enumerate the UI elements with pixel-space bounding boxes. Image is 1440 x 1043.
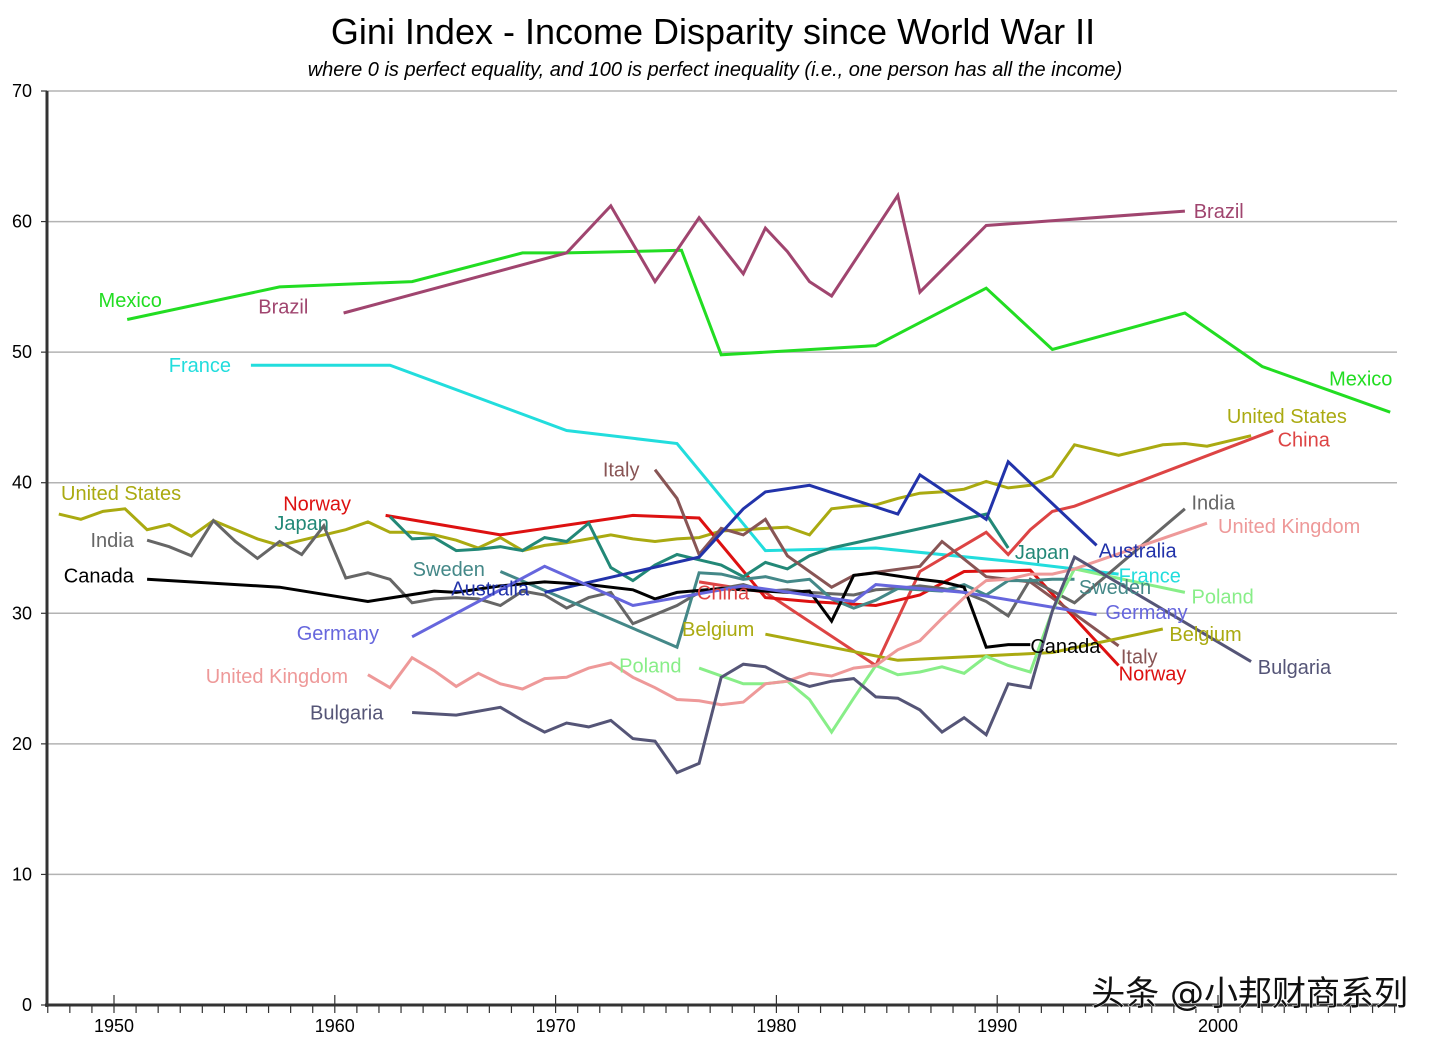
series-label-united-kingdom: United Kingdom (206, 666, 348, 688)
x-axis: 1950 1960 1970 1980 1990 2000 (45, 995, 1397, 1036)
series-label-germany: Germany (297, 623, 379, 645)
y-tick-label: 30 (12, 603, 32, 623)
series-line-australia (544, 459, 1098, 594)
y-tick-label: 20 (12, 734, 32, 754)
series-line-mexico (126, 248, 1391, 414)
y-tick-label: 10 (12, 864, 32, 884)
series-label-china: China (697, 582, 750, 604)
series-label-france: France (1119, 565, 1181, 587)
y-axis: 0 10 20 30 40 50 60 70 (12, 81, 49, 1015)
gridlines (47, 90, 1397, 876)
series-line-sweden (499, 570, 1075, 650)
series-label-india: India (1192, 492, 1236, 514)
series-label-sweden: Sweden (1079, 577, 1151, 599)
series-label-canada: Canada (1030, 636, 1101, 658)
x-tick-label: 1990 (977, 1016, 1017, 1036)
series-line-italy (653, 468, 1120, 648)
x-tick-label: 1950 (94, 1016, 134, 1036)
chart-title: Gini Index - Income Disparity since Worl… (331, 11, 1095, 52)
series-label-united-states: United States (61, 483, 181, 505)
x-tick-label: 1970 (536, 1016, 576, 1036)
series-label-poland: Poland (619, 656, 681, 678)
series-label-india: India (90, 530, 134, 552)
y-tick-label: 0 (22, 995, 32, 1015)
series-line-france (250, 363, 1119, 576)
series-label-brazil: Brazil (258, 296, 308, 318)
series-line-bulgaria (412, 554, 1252, 775)
series-label-france: France (169, 355, 231, 377)
series-labels: Mexico Mexico Brazil Brazil France France Unit… (61, 201, 1392, 724)
y-tick-label: 70 (12, 81, 32, 101)
series-label-belgium: Belgium (1169, 624, 1241, 646)
series-lines (58, 191, 1391, 775)
y-tick-label: 60 (12, 212, 32, 232)
series-line-india (146, 507, 1186, 626)
chart-subtitle: where 0 is perfect equality, and 100 is … (308, 59, 1123, 81)
watermark: 头条 @小邦财商系列 (1091, 974, 1408, 1014)
series-label-poland: Poland (1192, 586, 1254, 608)
series-label-sweden: Sweden (413, 559, 485, 581)
series-line-germany (411, 564, 1097, 639)
series-label-japan: Japan (1015, 542, 1070, 564)
series-line-china (698, 429, 1274, 668)
series-label-mexico: Mexico (99, 290, 162, 312)
series-line-belgium (765, 627, 1164, 662)
series-label-australia: Australia (1099, 541, 1178, 563)
series-label-japan: Japan (274, 513, 329, 535)
series-label-united-kingdom: United Kingdom (1218, 516, 1360, 538)
series-label-canada: Canada (64, 565, 135, 587)
series-label-italy: Italy (1121, 646, 1158, 668)
series-label-bulgaria: Bulgaria (310, 703, 384, 725)
series-label-italy: Italy (603, 460, 640, 482)
x-tick-label: 2000 (1198, 1016, 1238, 1036)
x-tick-label: 1980 (756, 1016, 796, 1036)
series-label-belgium: Belgium (682, 619, 754, 641)
series-line-united-kingdom (367, 521, 1208, 707)
series-label-united-states: United States (1227, 406, 1347, 428)
series-label-australia: Australia (451, 578, 530, 600)
y-tick-label: 40 (12, 473, 32, 493)
series-label-norway: Norway (1119, 663, 1187, 685)
series-line-brazil (343, 191, 1186, 315)
x-tick-label: 1960 (315, 1016, 355, 1036)
series-label-china: China (1278, 430, 1331, 452)
series-line-japan (388, 512, 1010, 583)
series-label-brazil: Brazil (1194, 201, 1244, 223)
series-label-mexico: Mexico (1329, 368, 1392, 390)
series-label-norway: Norway (283, 494, 351, 516)
series-label-bulgaria: Bulgaria (1258, 657, 1332, 679)
y-tick-label: 50 (12, 342, 32, 362)
series-label-germany: Germany (1105, 602, 1187, 624)
series-line-united-states (58, 434, 1252, 553)
